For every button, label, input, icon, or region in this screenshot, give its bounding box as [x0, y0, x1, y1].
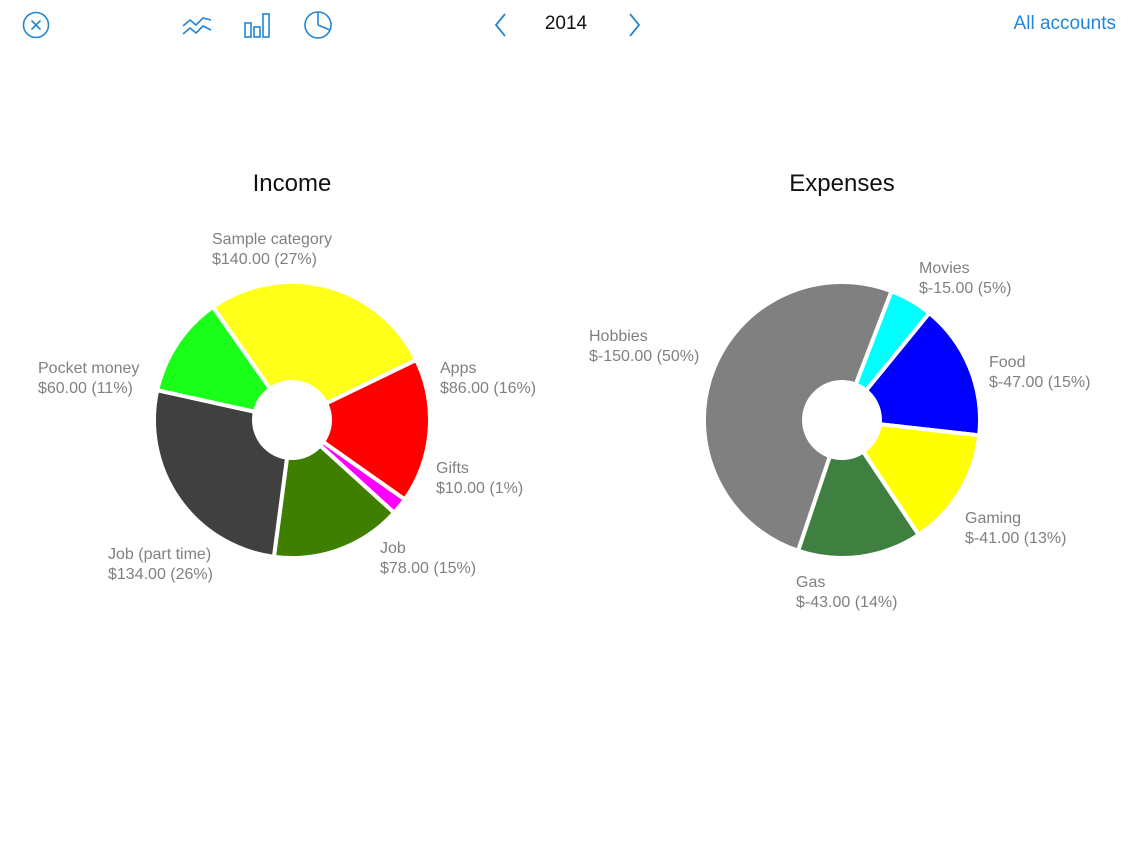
income-value-gifts: $10.00 (1%): [436, 480, 523, 497]
toolbar: 2014 All accounts: [0, 0, 1136, 50]
income-slice-sample-category[interactable]: [210, 280, 419, 422]
income-slice-pocket-money[interactable]: [155, 304, 294, 422]
income-chart-title: Income: [252, 170, 332, 197]
income-value-job-part-time: $134.00 (26%): [108, 566, 213, 583]
expenses-pie-chart: Movies $-15.00 (5%) Food $-47.00 (15%) Gamin…: [589, 260, 1090, 611]
expenses-value-gaming: $-41.00 (13%): [965, 530, 1066, 547]
circle-x-icon: [22, 11, 50, 39]
pie-chart-button[interactable]: [301, 8, 335, 42]
expenses-slice-gas[interactable]: [796, 418, 921, 560]
expenses-slice-hobbies[interactable]: [701, 279, 894, 553]
chevron-right-icon: [629, 13, 641, 37]
all-accounts-button[interactable]: All accounts: [1013, 13, 1116, 34]
expenses-label-food: Food: [989, 354, 1025, 371]
income-donut-hole: [252, 380, 332, 460]
expenses-label-gaming: Gaming: [965, 510, 1021, 527]
income-value-job: $78.00 (15%): [380, 560, 476, 577]
expenses-value-food: $-47.00 (15%): [989, 374, 1090, 391]
year-label: 2014: [544, 13, 588, 34]
income-slice-apps[interactable]: [290, 357, 432, 502]
expenses-value-hobbies: $-150.00 (50%): [589, 348, 699, 365]
expenses-label-hobbies: Hobbies: [589, 328, 648, 345]
income-value-apps: $86.00 (16%): [440, 380, 536, 397]
expenses-donut-hole: [802, 380, 882, 460]
income-label-pocket-money: Pocket money: [38, 360, 139, 377]
line-chart-icon: [182, 17, 212, 35]
income-value-sample-category: $140.00 (27%): [212, 251, 317, 268]
pie-chart-icon: [304, 11, 332, 39]
chevron-left-icon: [494, 13, 506, 37]
income-label-job-part-time: Job (part time): [108, 546, 211, 563]
income-value-pocket-money: $60.00 (11%): [38, 380, 133, 397]
income-pie-chart: Sample category $140.00 (27%) Apps $86.00 (…: [38, 231, 536, 583]
income-label-sample-category: Sample category: [212, 231, 332, 248]
expenses-value-gas: $-43.00 (14%): [796, 594, 897, 611]
expenses-label-gas: Gas: [796, 574, 825, 591]
expenses-label-movies: Movies: [919, 260, 970, 277]
bar-chart-button[interactable]: [240, 8, 274, 42]
expenses-chart-title: Expenses: [789, 170, 895, 197]
line-chart-button[interactable]: [180, 8, 214, 42]
previous-year-button[interactable]: [484, 8, 518, 42]
expenses-slice-gaming[interactable]: [840, 418, 982, 537]
income-label-job: Job: [380, 540, 406, 557]
next-year-button[interactable]: [617, 8, 651, 42]
close-button[interactable]: [19, 8, 53, 42]
income-label-gifts: Gifts: [436, 460, 469, 477]
expenses-value-movies: $-15.00 (5%): [919, 280, 1012, 297]
income-label-apps: Apps: [440, 360, 476, 377]
bar-chart-icon: [244, 13, 270, 38]
